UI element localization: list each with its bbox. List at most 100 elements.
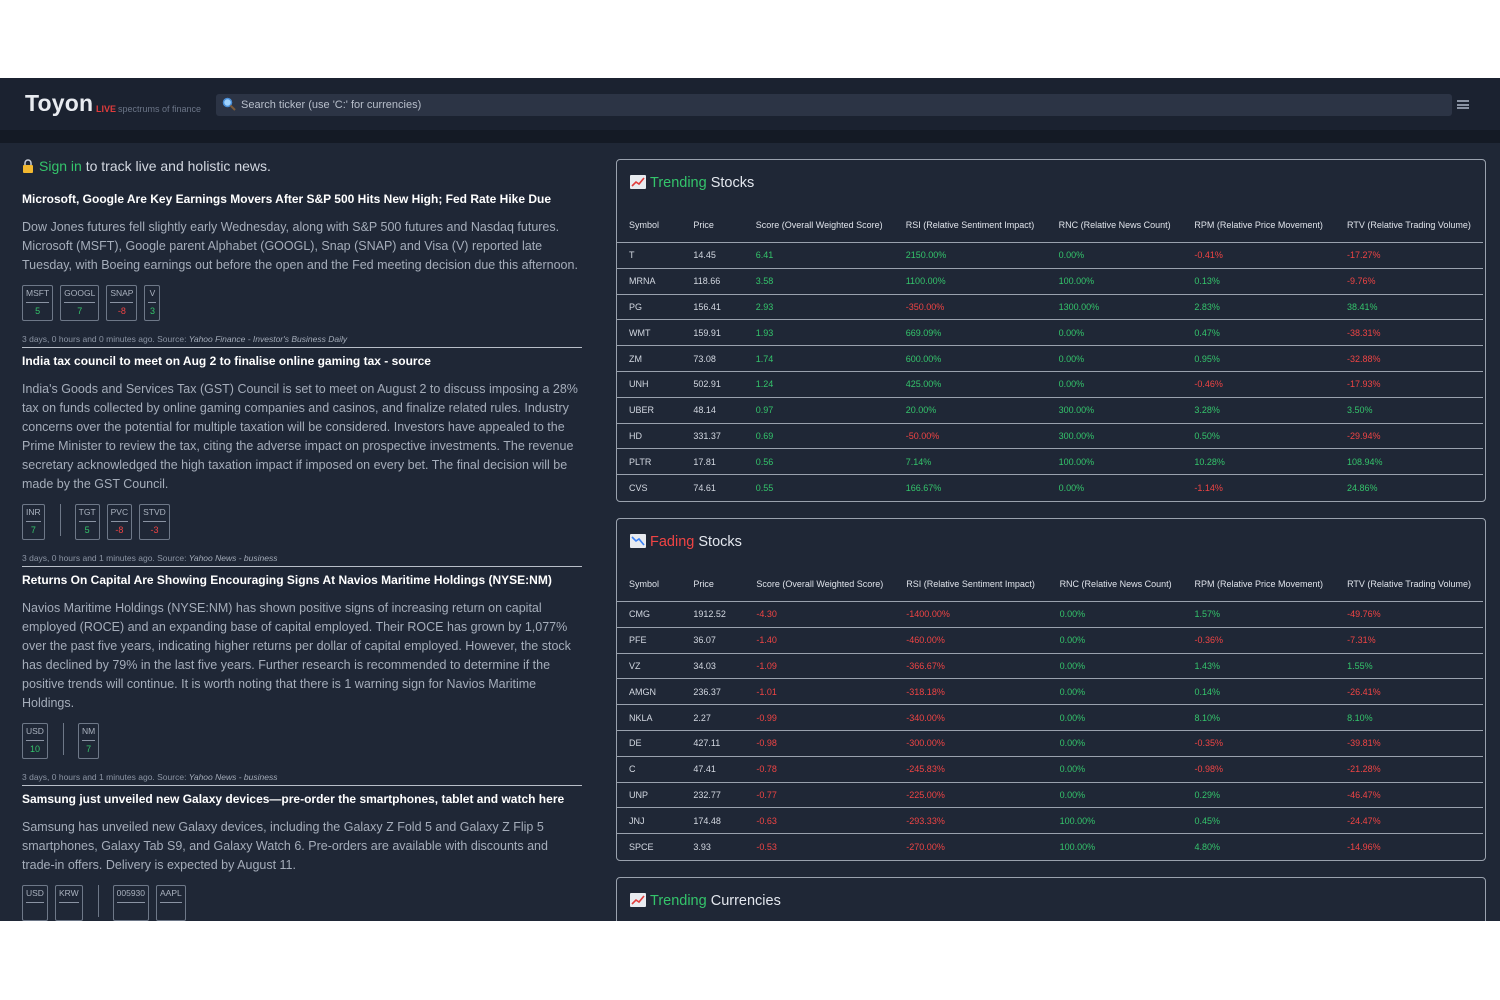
symbol-cell[interactable]: DE	[617, 729, 682, 757]
symbol-cell[interactable]: SPCE	[617, 833, 682, 859]
ticker-tag[interactable]: STVD -3	[139, 504, 170, 540]
column-header[interactable]: Symbol	[617, 567, 682, 602]
table-row[interactable]: HD 331.37 0.69 -50.00% 300.00% 0.50% -29.94%	[617, 422, 1483, 449]
metric-cell: 300.00%	[1046, 396, 1183, 424]
menu-icon[interactable]	[1457, 100, 1469, 109]
ticker-tag[interactable]: KRW	[54, 885, 83, 921]
column-header[interactable]: RPM (Relative Price Movement)	[1182, 208, 1336, 243]
ticker-symbol: INR	[26, 507, 41, 517]
news-title[interactable]: India tax council to meet on Aug 2 to fi…	[22, 354, 431, 368]
column-header[interactable]: RNC (Relative News Count)	[1046, 208, 1183, 243]
symbol-cell[interactable]: JNJ	[617, 807, 682, 834]
ticker-tag[interactable]: 005930	[112, 885, 150, 921]
table-row[interactable]: UNH 502.91 1.24 425.00% 0.00% -0.46% -17.93%	[617, 370, 1483, 398]
column-header[interactable]: RSI (Relative Sentiment Impact)	[893, 208, 1047, 243]
ticker-tag[interactable]: MSFT 5	[22, 285, 54, 321]
column-header[interactable]: RTV (Relative Trading Volume)	[1335, 208, 1483, 243]
table-row[interactable]: PLTR 17.81 0.56 7.14% 100.00% 10.28% 108.94%	[617, 448, 1483, 475]
ticker-tag[interactable]: INR 7	[22, 504, 45, 540]
symbol-cell[interactable]: AMGN	[617, 678, 682, 705]
table-row[interactable]: DE 427.11 -0.98 -300.00% 0.00% -0.35% -39.81%	[617, 729, 1483, 757]
metric-cell: -50.00%	[893, 422, 1047, 449]
table-row[interactable]: WMT 159.91 1.93 669.09% 0.00% 0.47% -38.31%	[617, 319, 1483, 346]
table-row[interactable]: PG 156.41 2.93 -350.00% 1300.00% 2.83% 38.41%	[617, 293, 1483, 320]
column-header[interactable]: Price	[681, 567, 745, 602]
ticker-tag[interactable]: TGT 5	[74, 504, 100, 540]
news-item: Samsung just unveiled new Galaxy devices…	[22, 792, 582, 921]
symbol-cell[interactable]: UNH	[617, 370, 682, 398]
column-header[interactable]: Symbol	[617, 208, 682, 243]
table-row[interactable]: UNP 232.77 -0.77 -225.00% 0.00% 0.29% -46.47%	[617, 781, 1483, 808]
news-source[interactable]: Yahoo News - business	[188, 553, 278, 563]
metric-cell: 1.74	[743, 345, 894, 372]
table-row[interactable]: CMG 1912.52 -4.30 -1400.00% 0.00% 1.57% -49.76…	[617, 601, 1483, 628]
symbol-cell[interactable]: HD	[617, 422, 682, 449]
table-row[interactable]: SPCE 3.93 -0.53 -270.00% 100.00% 4.80% -14.96%	[617, 833, 1483, 859]
ticker-tag[interactable]: AAPL	[156, 885, 186, 921]
column-header[interactable]: Score (Overall Weighted Score)	[744, 567, 895, 602]
ticker-score: 10	[29, 744, 40, 754]
news-source[interactable]: Yahoo News - business	[188, 772, 278, 782]
metric-cell: 2150.00%	[893, 242, 1047, 269]
logo[interactable]: Toyon	[25, 90, 94, 116]
tag-separator	[97, 885, 99, 917]
symbol-cell[interactable]: PFE	[617, 626, 682, 654]
search-input[interactable]	[241, 94, 1441, 116]
signin-link[interactable]: Sign in	[39, 158, 82, 174]
table-row[interactable]: CVS 74.61 0.55 166.67% 0.00% -1.14% 24.86%	[617, 474, 1483, 500]
ticker-tag[interactable]: PVC -8	[106, 504, 133, 540]
ticker-tag[interactable]: NM 7	[77, 723, 100, 759]
price-cell: 14.45	[681, 242, 744, 269]
symbol-cell[interactable]: PG	[617, 293, 682, 320]
tag-divider	[160, 902, 182, 903]
table-row[interactable]: PFE 36.07 -1.40 -460.00% 0.00% -0.36% -7.31%	[617, 626, 1483, 654]
table-row[interactable]: T 14.45 6.41 2150.00% 0.00% -0.41% -17.27%	[617, 242, 1483, 269]
symbol-cell[interactable]: T	[617, 242, 682, 269]
symbol-cell[interactable]: MRNA	[617, 267, 682, 295]
ticker-tag[interactable]: USD 10	[22, 723, 48, 759]
symbol-cell[interactable]: WMT	[617, 319, 682, 346]
column-header[interactable]: RTV (Relative Trading Volume)	[1335, 567, 1483, 602]
panel-title: Fading Stocks	[630, 534, 742, 550]
table-row[interactable]: MRNA 118.66 3.58 1100.00% 100.00% 0.13% -9.76%	[617, 267, 1483, 295]
table-row[interactable]: C 47.41 -0.78 -245.83% 0.00% -0.98% -21.28%	[617, 755, 1483, 783]
column-header[interactable]: RNC (Relative News Count)	[1047, 567, 1183, 602]
news-title[interactable]: Microsoft, Google Are Key Earnings Mover…	[22, 192, 552, 206]
table-row[interactable]: JNJ 174.48 -0.63 -293.33% 100.00% 0.45% -24.47…	[617, 807, 1483, 834]
ticker-tag[interactable]: SNAP -8	[106, 285, 138, 321]
news-list: Microsoft, Google Are Key Earnings Mover…	[22, 192, 582, 921]
tag-divider	[116, 902, 146, 903]
symbol-cell[interactable]: VZ	[617, 652, 682, 679]
column-header[interactable]: RSI (Relative Sentiment Impact)	[894, 567, 1048, 602]
table-row[interactable]: AMGN 236.37 -1.01 -318.18% 0.00% 0.14% -26.41%	[617, 678, 1483, 705]
column-header[interactable]: RPM (Relative Price Movement)	[1182, 567, 1336, 602]
ticker-tag[interactable]: USD	[22, 885, 48, 921]
table-row[interactable]: ZM 73.08 1.74 600.00% 0.00% 0.95% -32.88%	[617, 345, 1483, 372]
symbol-cell[interactable]: PLTR	[617, 448, 682, 475]
symbol-cell[interactable]: NKLA	[617, 704, 682, 731]
news-title[interactable]: Samsung just unveiled new Galaxy devices…	[22, 792, 565, 806]
column-header[interactable]: Price	[681, 208, 744, 243]
symbol-cell[interactable]: UNP	[617, 781, 682, 808]
news-source[interactable]: Yahoo Finance - Investor's Business Dail…	[188, 334, 348, 344]
news-title[interactable]: Returns On Capital Are Showing Encouragi…	[22, 573, 552, 587]
symbol-cell[interactable]: UBER	[617, 396, 682, 424]
metric-cell: 0.14%	[1182, 678, 1336, 705]
symbol-cell[interactable]: CVS	[617, 474, 682, 500]
price-cell: 17.81	[681, 448, 744, 475]
metric-cell: -26.41%	[1335, 678, 1483, 705]
table-row[interactable]: UBER 48.14 0.97 20.00% 300.00% 3.28% 3.50%	[617, 396, 1483, 424]
table-row[interactable]: NKLA 2.27 -0.99 -340.00% 0.00% 8.10% 8.10%	[617, 704, 1483, 731]
news-time: 3 days, 0 hours and 1 minutes ago. Sourc…	[22, 772, 189, 782]
search-bar[interactable]	[216, 94, 1452, 116]
symbol-cell[interactable]: ZM	[617, 345, 682, 372]
symbol-cell[interactable]: CMG	[617, 601, 682, 628]
ticker-score: 5	[35, 306, 41, 316]
ticker-tag[interactable]: GOOGL 7	[60, 285, 100, 321]
metric-cell: 0.00%	[1047, 601, 1183, 628]
column-header[interactable]: Score (Overall Weighted Score)	[743, 208, 894, 243]
table-row[interactable]: VZ 34.03 -1.09 -366.67% 0.00% 1.43% 1.55%	[617, 652, 1483, 679]
symbol-cell[interactable]: C	[617, 755, 682, 783]
price-cell: 3.93	[681, 833, 745, 859]
